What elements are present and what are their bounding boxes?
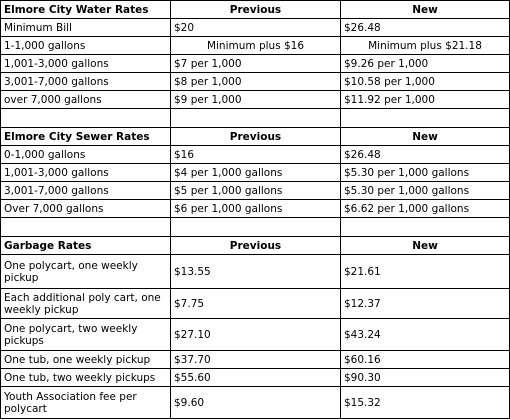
rate-value: $4 per 1,000 gallons	[170, 163, 341, 182]
rate-row: 1,001-3,000 gallons $4 per 1,000 gallons $…	[0, 163, 510, 182]
empty-cell	[170, 217, 341, 237]
rate-value: $12.37	[340, 288, 510, 319]
rate-value: $27.10	[170, 318, 341, 351]
empty-cell	[340, 108, 510, 128]
rate-value: $6.62 per 1,000 gallons	[340, 199, 510, 218]
rate-value: $37.70	[170, 350, 341, 369]
rate-value: $9.60	[170, 386, 341, 419]
rate-label: One tub, one weekly pickup	[0, 350, 171, 369]
rate-value: Minimum plus $16	[170, 36, 341, 55]
rate-value: $5 per 1,000 gallons	[170, 181, 341, 200]
empty-cell	[340, 217, 510, 237]
rate-label: 3,001-7,000 gallons	[0, 181, 171, 200]
rate-row: Minimum Bill $20 $26.48	[0, 18, 510, 37]
rate-value: $13.55	[170, 254, 341, 289]
rate-value: $15.32	[340, 386, 510, 419]
rate-row: 3,001-7,000 gallons $8 per 1,000 $10.58 pe…	[0, 72, 510, 91]
rate-label: 0-1,000 gallons	[0, 145, 171, 164]
section-header-row: Elmore City Sewer Rates Previous New	[0, 127, 510, 146]
rate-label: 1,001-3,000 gallons	[0, 163, 171, 182]
rate-value: $7.75	[170, 288, 341, 319]
rate-value: $8 per 1,000	[170, 72, 341, 91]
column-header: Previous	[170, 0, 341, 19]
rate-row: One tub, two weekly pickups $55.60 $90.30	[0, 368, 510, 387]
rate-label: Each additional poly cart, one weekly pi…	[0, 288, 171, 319]
rate-label: over 7,000 gallons	[0, 90, 171, 109]
rate-label: Minimum Bill	[0, 18, 171, 37]
rate-value: Minimum plus $21.18	[340, 36, 510, 55]
column-header: New	[340, 127, 510, 146]
rate-value: $11.92 per 1,000	[340, 90, 510, 109]
rate-value: $5.30 per 1,000 gallons	[340, 163, 510, 182]
empty-cell	[0, 217, 171, 237]
rate-value: $6 per 1,000 gallons	[170, 199, 341, 218]
rate-value: $7 per 1,000	[170, 54, 341, 73]
rate-value: $16	[170, 145, 341, 164]
spacer-row	[0, 108, 510, 128]
rate-label: One polycart, one weekly pickup	[0, 254, 171, 289]
rate-label: One tub, two weekly pickups	[0, 368, 171, 387]
spacer-row	[0, 217, 510, 237]
rate-label: Over 7,000 gallons	[0, 199, 171, 218]
empty-cell	[0, 108, 171, 128]
rate-row: 0-1,000 gallons $16 $26.48	[0, 145, 510, 164]
rate-row: Each additional poly cart, one weekly pi…	[0, 288, 510, 319]
section-title: Garbage Rates	[0, 236, 171, 255]
rate-row: 3,001-7,000 gallons $5 per 1,000 gallons $…	[0, 181, 510, 200]
rate-value: $5.30 per 1,000 gallons	[340, 181, 510, 200]
rate-value: $43.24	[340, 318, 510, 351]
rate-label: One polycart, two weekly pickups	[0, 318, 171, 351]
rate-row: 1,001-3,000 gallons $7 per 1,000 $9.26 per…	[0, 54, 510, 73]
rate-row: One polycart, two weekly pickups $27.10 $4…	[0, 318, 510, 351]
rate-value: $60.16	[340, 350, 510, 369]
column-header: Previous	[170, 236, 341, 255]
rate-value: $9.26 per 1,000	[340, 54, 510, 73]
column-header: New	[340, 236, 510, 255]
empty-cell	[170, 108, 341, 128]
section-title: Elmore City Sewer Rates	[0, 127, 171, 146]
rate-row: One polycart, one weekly pickup $13.55 $21…	[0, 254, 510, 289]
rate-value: $90.30	[340, 368, 510, 387]
rate-row: 1-1,000 gallons Minimum plus $16 Minimum p…	[0, 36, 510, 55]
rate-row: One tub, one weekly pickup $37.70 $60.16	[0, 350, 510, 369]
rate-row: Over 7,000 gallons $6 per 1,000 gallons $6…	[0, 199, 510, 218]
rate-row: over 7,000 gallons $9 per 1,000 $11.92 per…	[0, 90, 510, 109]
rate-label: 3,001-7,000 gallons	[0, 72, 171, 91]
section-title: Elmore City Water Rates	[0, 0, 171, 19]
column-header: New	[340, 0, 510, 19]
column-header: Previous	[170, 127, 341, 146]
rate-value: $55.60	[170, 368, 341, 387]
rate-label: Youth Association fee per polycart	[0, 386, 171, 419]
rate-label: 1,001-3,000 gallons	[0, 54, 171, 73]
rate-value: $9 per 1,000	[170, 90, 341, 109]
rate-value: $20	[170, 18, 341, 37]
section-header-row: Garbage Rates Previous New	[0, 236, 510, 255]
rate-value: $26.48	[340, 18, 510, 37]
rate-value: $26.48	[340, 145, 510, 164]
rate-value: $10.58 per 1,000	[340, 72, 510, 91]
rate-label: 1-1,000 gallons	[0, 36, 171, 55]
rate-value: $21.61	[340, 254, 510, 289]
rate-row: Youth Association fee per polycart $9.60 $…	[0, 386, 510, 419]
section-header-row: Elmore City Water Rates Previous New	[0, 0, 510, 19]
